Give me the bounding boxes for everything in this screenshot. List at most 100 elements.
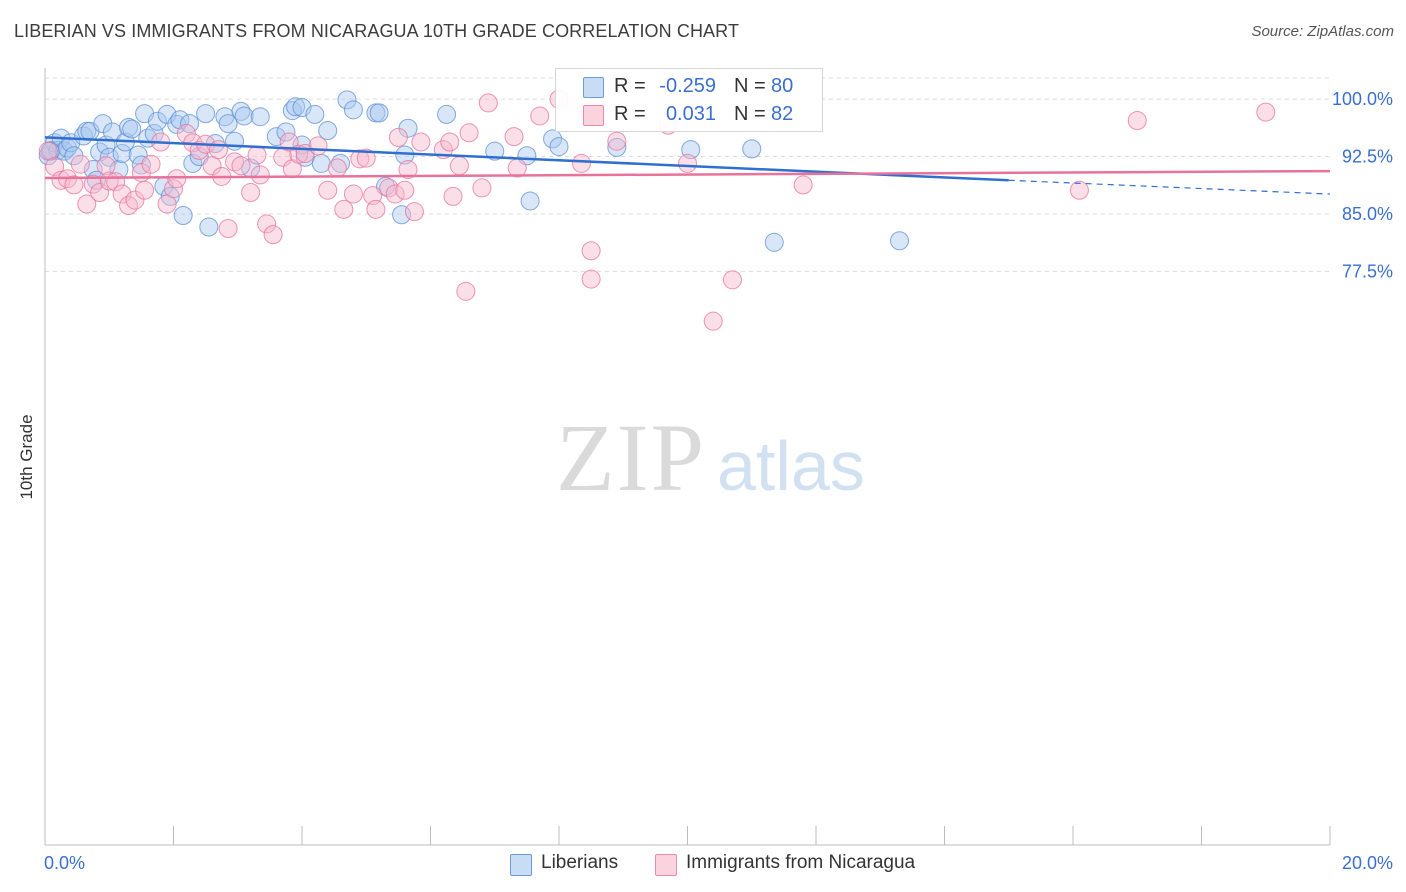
data-point-liberians bbox=[266, 127, 286, 147]
data-point-immigrants-from-nicaragua bbox=[125, 190, 145, 210]
data-point-liberians bbox=[549, 137, 569, 157]
data-point-immigrants-from-nicaragua bbox=[77, 194, 97, 214]
liberians-swatch bbox=[583, 77, 604, 98]
data-point-immigrants-from-nicaragua bbox=[581, 269, 601, 289]
watermark-zip: ZIP bbox=[556, 404, 706, 511]
tick-labels: 100.0% 92.5% 85.0% 77.5% 0.0% 20.0% bbox=[44, 89, 1393, 873]
data-point-immigrants-from-nicaragua bbox=[703, 311, 723, 331]
data-point-immigrants-from-nicaragua bbox=[411, 132, 431, 152]
n-label: N = bbox=[734, 103, 766, 125]
data-point-immigrants-from-nicaragua bbox=[257, 214, 277, 234]
chart-source: Source: ZipAtlas.com bbox=[1251, 23, 1394, 40]
liberians-legend-label: Liberians bbox=[541, 852, 619, 873]
chart-title: LIBERIAN VS IMMIGRANTS FROM NICARAGUA 10… bbox=[14, 21, 740, 41]
nicaragua-swatch bbox=[583, 105, 604, 126]
data-point-liberians bbox=[93, 114, 113, 134]
axes bbox=[44, 68, 1331, 846]
data-point-immigrants-from-nicaragua bbox=[141, 154, 161, 174]
data-point-liberians bbox=[392, 205, 412, 225]
data-point-liberians bbox=[122, 119, 142, 139]
data-point-immigrants-from-nicaragua bbox=[1127, 111, 1147, 131]
data-point-immigrants-from-nicaragua bbox=[388, 127, 408, 147]
data-point-immigrants-from-nicaragua bbox=[395, 180, 415, 200]
data-point-immigrants-from-nicaragua bbox=[96, 156, 116, 176]
data-point-immigrants-from-nicaragua bbox=[1069, 180, 1089, 200]
data-point-liberians bbox=[437, 104, 457, 124]
stats-legend: R = -0.259 N = 80 R = 0.031 N = 82 bbox=[555, 68, 823, 132]
n-value: 82 bbox=[771, 103, 794, 125]
data-point-liberians bbox=[225, 131, 245, 151]
watermark-atlas: atlas bbox=[717, 427, 865, 505]
data-point-liberians bbox=[311, 153, 331, 173]
watermark: ZIP atlas bbox=[556, 404, 865, 511]
data-point-liberians bbox=[196, 104, 216, 124]
liberians-legend-swatch bbox=[510, 854, 532, 876]
data-point-immigrants-from-nicaragua bbox=[472, 178, 492, 198]
nicaragua-legend-label: Immigrants from Nicaragua bbox=[686, 852, 916, 873]
data-point-immigrants-from-nicaragua bbox=[440, 132, 460, 152]
data-point-immigrants-from-nicaragua bbox=[404, 202, 424, 222]
data-point-immigrants-from-nicaragua bbox=[308, 136, 328, 156]
data-point-liberians bbox=[376, 176, 396, 196]
data-point-liberians bbox=[520, 191, 540, 211]
data-point-immigrants-from-nicaragua bbox=[263, 225, 283, 245]
data-point-liberians bbox=[337, 90, 357, 110]
n-value: 80 bbox=[771, 75, 794, 97]
data-point-liberians bbox=[218, 114, 238, 134]
x-tick-label-left: 0.0% bbox=[44, 853, 85, 873]
data-point-immigrants-from-nicaragua bbox=[202, 156, 222, 176]
data-point-immigrants-from-nicaragua bbox=[327, 158, 347, 178]
data-point-immigrants-from-nicaragua bbox=[356, 148, 376, 168]
data-point-liberians bbox=[343, 100, 363, 120]
data-point-liberians bbox=[173, 206, 193, 226]
data-point-immigrants-from-nicaragua bbox=[1256, 102, 1276, 122]
r-label: R = bbox=[614, 75, 646, 97]
data-point-immigrants-from-nicaragua bbox=[459, 123, 479, 143]
data-point-liberians bbox=[607, 137, 627, 157]
data-point-immigrants-from-nicaragua bbox=[793, 175, 813, 195]
x-tick-label-right: 20.0% bbox=[1342, 853, 1393, 873]
data-point-immigrants-from-nicaragua bbox=[398, 160, 418, 180]
data-point-immigrants-from-nicaragua bbox=[722, 270, 742, 290]
data-point-immigrants-from-nicaragua bbox=[318, 180, 338, 200]
data-point-liberians bbox=[131, 155, 151, 175]
data-point-immigrants-from-nicaragua bbox=[678, 153, 697, 173]
data-point-immigrants-from-nicaragua bbox=[456, 281, 476, 301]
data-point-liberians bbox=[764, 232, 784, 252]
data-point-liberians bbox=[234, 106, 254, 126]
trend-line-extension-liberians bbox=[1008, 179, 1331, 195]
y-axis-label: 10th Grade bbox=[17, 414, 36, 500]
data-point-immigrants-from-nicaragua bbox=[478, 93, 498, 113]
data-point-immigrants-from-nicaragua bbox=[167, 169, 187, 189]
data-point-liberians bbox=[147, 111, 167, 131]
data-point-immigrants-from-nicaragua bbox=[51, 170, 71, 190]
trend-line-immigrants-from-nicaragua bbox=[44, 169, 1331, 180]
data-point-liberians bbox=[157, 104, 177, 124]
data-point-immigrants-from-nicaragua bbox=[241, 183, 261, 203]
data-point-immigrants-from-nicaragua bbox=[250, 165, 270, 185]
data-point-immigrants-from-nicaragua bbox=[70, 154, 90, 174]
y-tick-label: 92.5% bbox=[1342, 147, 1393, 167]
data-point-immigrants-from-nicaragua bbox=[231, 156, 251, 176]
y-tick-label: 77.5% bbox=[1342, 261, 1393, 281]
data-point-immigrants-from-nicaragua bbox=[581, 241, 601, 261]
stats-row-nicaragua: R = 0.031 N = 82 bbox=[556, 101, 822, 129]
r-label: R = bbox=[614, 103, 646, 125]
data-point-immigrants-from-nicaragua bbox=[607, 131, 627, 151]
data-point-liberians bbox=[305, 104, 325, 124]
data-point-immigrants-from-nicaragua bbox=[112, 184, 132, 204]
data-point-liberians bbox=[318, 120, 338, 140]
data-point-immigrants-from-nicaragua bbox=[119, 196, 139, 216]
data-point-liberians bbox=[250, 107, 270, 127]
data-point-liberians bbox=[890, 231, 910, 251]
y-tick-label: 85.0% bbox=[1342, 204, 1393, 224]
r-value: -0.259 bbox=[659, 75, 716, 97]
data-point-immigrants-from-nicaragua bbox=[334, 199, 354, 219]
y-tick-label: 100.0% bbox=[1332, 89, 1393, 109]
data-point-immigrants-from-nicaragua bbox=[350, 149, 370, 169]
data-point-immigrants-from-nicaragua bbox=[208, 140, 228, 160]
data-point-liberians bbox=[112, 143, 132, 163]
trend-lines bbox=[44, 136, 1331, 195]
data-point-liberians bbox=[369, 103, 389, 123]
